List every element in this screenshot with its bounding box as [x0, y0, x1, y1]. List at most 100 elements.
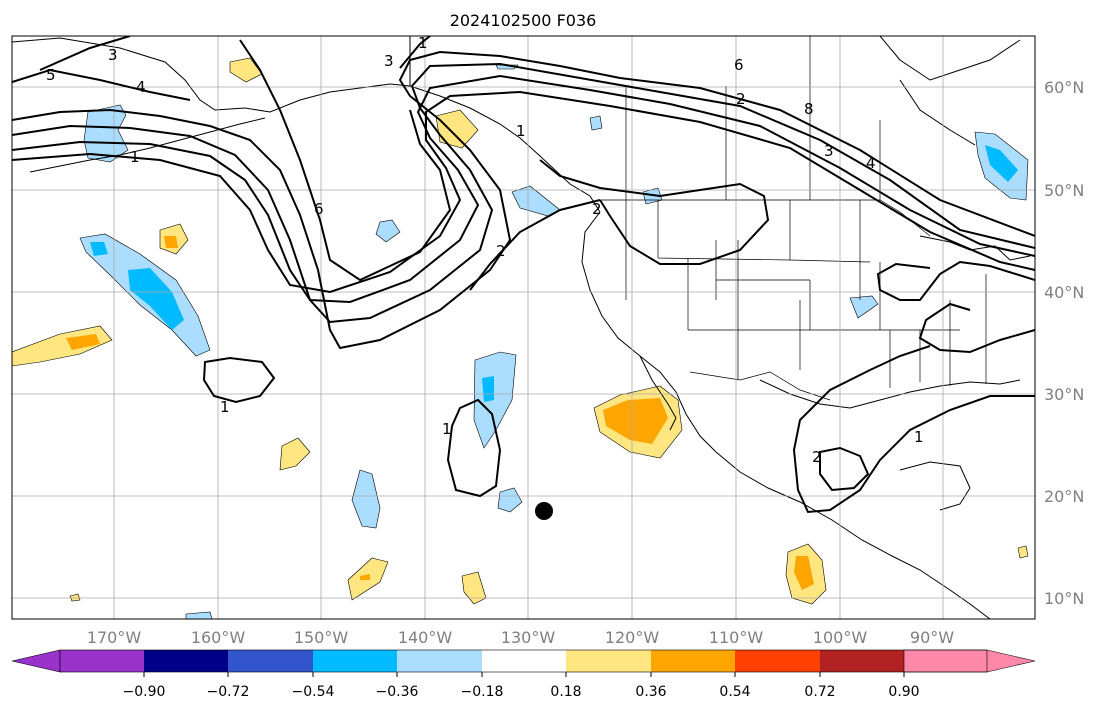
negative-patch [90, 242, 184, 330]
colorbar-bin [144, 650, 228, 672]
contour-label: 1 [516, 122, 526, 140]
contour-line [202, 356, 276, 404]
lat-label: 30°N [1044, 385, 1084, 404]
colorbar-tick-label: −0.36 [376, 684, 419, 700]
aleutian-chain [29, 117, 266, 173]
positive-patch [164, 236, 178, 248]
negative-patch [589, 115, 603, 131]
contour-line [446, 398, 502, 498]
lon-label: 140°W [398, 628, 453, 647]
negative-patch [849, 295, 879, 319]
colorbar-bin [313, 650, 397, 672]
positive-patch [461, 571, 487, 605]
contour-line [12, 90, 1035, 294]
contour-label: 1 [418, 34, 428, 52]
lat-label: 40°N [1044, 283, 1084, 302]
contour-line [876, 260, 1035, 301]
colorbar-tick-label: −0.90 [123, 684, 166, 700]
contour-line [12, 68, 191, 101]
state-lines [625, 200, 987, 388]
colorbar-bin [735, 650, 820, 672]
lon-label: 100°W [813, 628, 868, 647]
colorbar-low-extend [11, 649, 61, 673]
contour-label: 3 [108, 46, 118, 64]
lon-label: 120°W [605, 628, 660, 647]
map-frame: 5 3 4 1 6 2 3 1 6 2 8 3 4 2 1 1 1 2 1 [11, 34, 1036, 620]
hudson-coast [899, 79, 976, 146]
yucatan-coast [899, 461, 971, 511]
colorbar-high-extend [903, 649, 1036, 673]
colorbar-tick-label: −0.54 [292, 684, 335, 700]
us-mexico-border [689, 371, 831, 401]
lon-label: 150°W [294, 628, 349, 647]
contour-line [12, 62, 1035, 324]
lat-label: 60°N [1044, 78, 1084, 97]
contour-label: 3 [384, 52, 394, 70]
gulf-of-mexico-coast [759, 379, 1021, 409]
positive-patch [435, 109, 479, 149]
lat-label: 50°N [1044, 181, 1084, 200]
lon-label: 90°W [910, 628, 954, 647]
north-america-west-coast [581, 211, 991, 619]
positive-patch [603, 398, 668, 444]
negative-patch [375, 219, 401, 243]
negative-patch [83, 104, 129, 163]
colorbar-bin [820, 650, 904, 672]
positive-patch [794, 556, 814, 590]
positive-patch [1017, 545, 1029, 559]
contour-label: 2 [592, 200, 602, 218]
canada-arctic-coast [409, 36, 1021, 86]
alaska-coast [12, 37, 601, 213]
colorbar-bin [228, 650, 313, 672]
colorbar-ticks [143, 672, 905, 677]
lon-label: 170°W [87, 628, 142, 647]
positive-patch [229, 57, 263, 83]
negative-patch [473, 351, 517, 449]
contour-label: 5 [46, 66, 56, 84]
colorbar-outline [59, 649, 988, 673]
contour-label: 3 [824, 142, 834, 160]
negative-patch [497, 487, 523, 513]
colorbar-bin [397, 650, 482, 672]
colorbar-bin [60, 650, 144, 672]
colorbar-bin [482, 650, 566, 672]
negative-patch [351, 469, 381, 529]
contour-line [539, 159, 770, 265]
colorbar-bin [651, 650, 735, 672]
colorbar-tick-label: 0.54 [719, 684, 750, 700]
contour-label: 6 [314, 200, 324, 218]
longitude-labels: 170°W 160°W 150°W 140°W 130°W 120°W 110°… [87, 628, 954, 647]
contour-label: 6 [734, 56, 744, 74]
contour-label: 4 [136, 78, 146, 96]
positive-patch [12, 325, 113, 367]
contour-line [792, 345, 1035, 514]
positive-patch [66, 334, 100, 350]
lon-label: 130°W [501, 628, 556, 647]
positive-patch [69, 593, 81, 602]
contour-label: 2 [736, 90, 746, 108]
contour-line [12, 50, 1035, 350]
negative-patch [482, 376, 494, 402]
contour-line [39, 36, 131, 71]
colorbar-tick-label: −0.18 [461, 684, 504, 700]
contour-line [819, 446, 870, 492]
baja-peninsula [639, 355, 677, 431]
colorbar-tick-label: −0.72 [207, 684, 250, 700]
contour-line [12, 74, 1035, 304]
contour-label: 1 [914, 428, 924, 446]
contour-label: 1 [130, 148, 140, 166]
shaded-anomalies [12, 57, 1029, 619]
contour-label: 2 [496, 242, 506, 260]
contour-label: 4 [866, 154, 876, 172]
negative-patch [185, 611, 213, 619]
contour-label: 8 [804, 100, 814, 118]
contour-label: 2 [812, 448, 822, 466]
latitude-labels: 60°N 50°N 40°N 30°N 20°N 10°N [1044, 78, 1084, 608]
lat-label: 10°N [1044, 589, 1084, 608]
contours [12, 36, 1035, 514]
colorbar-tick-label: 0.90 [888, 684, 919, 700]
contour-labels: 5 3 4 1 6 2 3 1 6 2 8 3 4 2 1 1 1 2 1 [46, 34, 924, 466]
colorbar-tick-label: 0.36 [635, 684, 666, 700]
contour-label: 1 [442, 420, 452, 438]
